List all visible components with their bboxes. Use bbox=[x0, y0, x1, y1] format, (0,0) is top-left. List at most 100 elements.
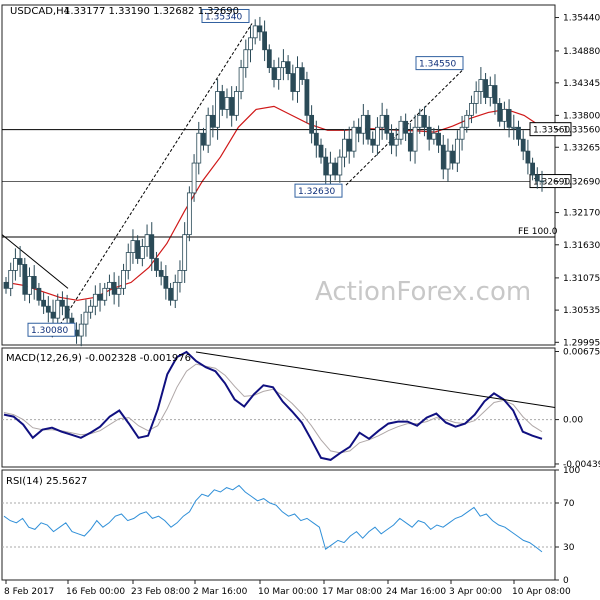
candle-body bbox=[478, 79, 484, 92]
candle-body bbox=[351, 126, 357, 152]
y-tick-label: 1.32170 bbox=[563, 209, 600, 219]
x-tick-label: 24 Mar 16:00 bbox=[386, 587, 446, 597]
candle-body bbox=[436, 132, 441, 146]
trendline bbox=[51, 23, 253, 338]
candle-body bbox=[50, 311, 56, 319]
annotation-box bbox=[415, 56, 464, 71]
candle-body bbox=[276, 67, 282, 80]
candle-body bbox=[304, 79, 310, 116]
candle-body bbox=[130, 240, 136, 253]
candle-body bbox=[64, 305, 70, 319]
candle-body bbox=[309, 114, 315, 134]
candle-body bbox=[224, 97, 230, 110]
candle-body bbox=[337, 156, 343, 176]
candle-body bbox=[116, 287, 122, 295]
candle-body bbox=[511, 126, 517, 129]
rsi-title: RSI(14) 25.5627 bbox=[6, 476, 87, 487]
y-tick-label: 1.33265 bbox=[563, 143, 600, 153]
candle-body bbox=[154, 258, 159, 271]
candle-body bbox=[539, 180, 545, 183]
candle-body bbox=[271, 67, 277, 80]
candle-body bbox=[384, 114, 390, 134]
candle-body bbox=[252, 25, 258, 39]
candle-body bbox=[205, 114, 211, 146]
panel-frame-2 bbox=[1, 347, 556, 468]
y-tick-label: 1.30535 bbox=[563, 306, 600, 316]
chart-title: USDCAD,H4 bbox=[10, 6, 70, 17]
candle-body bbox=[17, 258, 23, 265]
candle-body bbox=[257, 25, 263, 33]
ohlc-readout: 1.33177 1.33190 1.32682 1.32690 bbox=[64, 6, 239, 17]
candle-body bbox=[469, 103, 474, 116]
price-tag-label: 1.33560 bbox=[533, 126, 570, 136]
candle-body bbox=[497, 103, 503, 122]
candle-body bbox=[290, 73, 296, 92]
annotation-label: 1.35340 bbox=[205, 12, 242, 22]
rsi-tick-label: 70 bbox=[563, 499, 575, 509]
candle-body bbox=[516, 126, 521, 140]
candle-body bbox=[473, 91, 479, 104]
candle-body bbox=[55, 299, 61, 319]
candle-body bbox=[27, 276, 32, 295]
candle-body bbox=[360, 114, 366, 134]
price-tag-box bbox=[529, 122, 572, 137]
annotation-label: 1.30080 bbox=[31, 326, 68, 336]
candle-body bbox=[346, 138, 352, 152]
y-tick-label: 1.33560 bbox=[563, 126, 600, 136]
candle-body bbox=[501, 108, 507, 122]
rsi-tick-label: 0 bbox=[563, 576, 569, 586]
candle-body bbox=[506, 108, 512, 128]
candle-body bbox=[417, 114, 423, 128]
candle-body bbox=[285, 61, 291, 74]
candle-body bbox=[426, 126, 432, 140]
candle-body bbox=[370, 138, 376, 146]
candle-body bbox=[83, 311, 89, 325]
candle-body bbox=[464, 114, 470, 128]
annotation-box bbox=[27, 322, 76, 337]
x-tick-label: 17 Mar 08:00 bbox=[322, 587, 382, 597]
candle-body bbox=[144, 234, 150, 247]
price-annotation: 1.32630 bbox=[294, 183, 343, 198]
price-annotations: 1.35340 1.34550 1.32630 1.30080 bbox=[27, 8, 464, 337]
level-label: FE 100.0 bbox=[518, 227, 558, 237]
annotation-label: 1.34550 bbox=[419, 60, 456, 70]
candle-body bbox=[107, 281, 112, 289]
macd-tick-label: 0.006754 bbox=[563, 347, 600, 357]
x-tick-label: 3 Apr 00:00 bbox=[449, 587, 502, 597]
rsi-tick-label: 100 bbox=[563, 466, 580, 476]
x-tick-label: 2 Mar 16:00 bbox=[193, 587, 248, 597]
y-axis-labels: 1.35440 1.34880 1.34345 1.33800 1.33560 1.332… bbox=[555, 14, 600, 348]
candle-body bbox=[3, 281, 9, 289]
candle-body bbox=[483, 79, 488, 98]
candle-body bbox=[210, 114, 216, 128]
rsi-line bbox=[3, 484, 543, 553]
candle-body bbox=[375, 126, 380, 146]
candle-body bbox=[229, 97, 235, 116]
candle-body bbox=[407, 132, 413, 152]
candle-body bbox=[328, 162, 333, 176]
candle-body bbox=[389, 132, 394, 146]
candle-body bbox=[172, 281, 178, 301]
candle-body bbox=[356, 126, 362, 134]
candle-body bbox=[191, 162, 197, 194]
candle-body bbox=[450, 150, 456, 164]
macd-trendline bbox=[195, 351, 556, 408]
candle-body bbox=[201, 132, 206, 146]
candle-body bbox=[13, 258, 18, 271]
candle-body bbox=[196, 132, 202, 164]
trendline bbox=[1, 234, 69, 289]
macd-tick-label: -0.004399 bbox=[563, 460, 600, 470]
y-tick-label: 1.34880 bbox=[563, 47, 600, 57]
macd-tick-label: 0.00 bbox=[563, 416, 583, 426]
candle-body bbox=[177, 270, 183, 283]
y-tick-label: 1.32690 bbox=[563, 178, 600, 188]
annotation-label: 1.32630 bbox=[298, 187, 335, 197]
candle-series bbox=[3, 16, 545, 347]
price-annotation: 1.35340 bbox=[201, 8, 250, 23]
candle-body bbox=[313, 132, 319, 146]
candle-body bbox=[31, 276, 37, 289]
candle-body bbox=[318, 144, 324, 158]
y-tick-label: 1.35440 bbox=[563, 14, 600, 24]
macd-line bbox=[3, 350, 543, 461]
